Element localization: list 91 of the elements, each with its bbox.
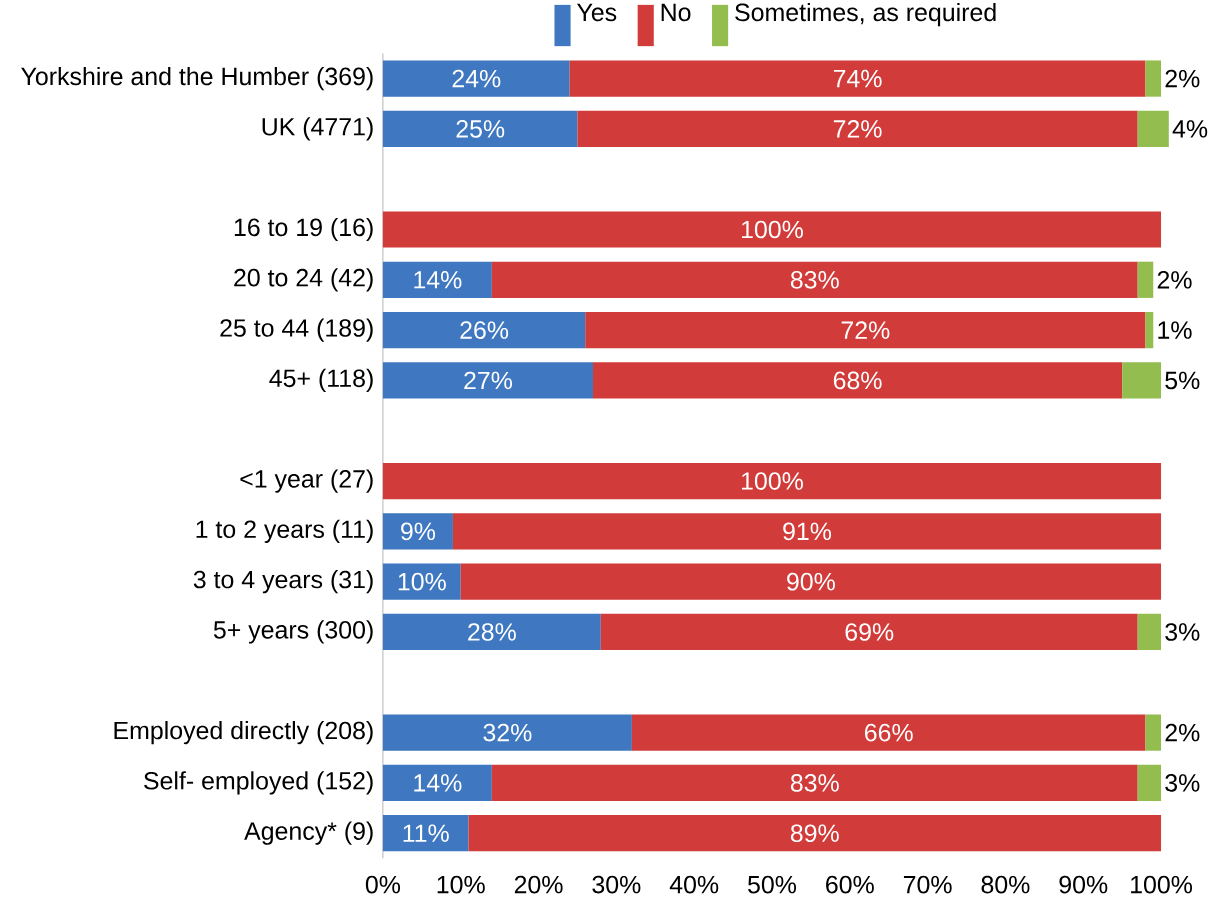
y-tick-label: Employed directly (208) [114,721,373,745]
data-label: 83% [790,774,839,792]
x-tick-label: 30% [592,875,641,894]
data-label: 32% [483,723,532,742]
data-label: 11% [403,824,449,843]
data-label: 25% [456,120,505,138]
data-label: 90% [787,572,835,591]
data-label: 5% [1165,371,1200,390]
y-tick-label: 45+ (118) [269,368,373,393]
bar [382,463,1162,500]
y-tick-label: Agency* (9) [244,821,373,845]
data-label: 27% [464,371,512,390]
bar [382,211,1162,248]
data-label: 3% [1165,774,1200,792]
y-tick-label: <1 year (27) [240,469,373,493]
bar [452,513,1162,550]
x-tick-label: 100% [1131,875,1193,894]
y-tick-label: Self- employed (152) [144,771,373,795]
y-tick-label: 20 to 24 (42) [234,268,373,292]
y-tick-label: 1 to 2 years (11) [196,519,373,544]
x-tick-label: 10% [437,875,485,894]
bar [382,261,492,299]
data-label: 83% [790,271,839,289]
bar [382,563,461,600]
data-label: 9% [401,522,436,541]
data-label: 14% [414,774,462,792]
x-tick-label: 80% [981,875,1030,894]
y-tick-label: 16 to 19 (16) [234,218,373,242]
data-label: 10% [398,572,446,591]
data-label: 68% [833,371,882,390]
bar [382,362,593,399]
x-tick-label: 20% [514,875,563,894]
bar [382,60,570,97]
bar [1137,261,1154,299]
y-tick-label: 25 to 44 (189) [220,318,373,342]
data-label: 26% [460,321,509,340]
y-tick-label: 3 to 4 years (31) [193,570,373,594]
bar [1137,764,1162,802]
data-label: 14% [414,271,462,289]
bar [382,312,586,349]
data-label: 2% [1157,271,1192,289]
bar [382,764,492,802]
data-label: 2% [1165,69,1200,88]
data-label: 2% [1165,723,1200,742]
data-label: 24% [452,69,501,88]
bar [491,764,1138,802]
bar [593,362,1123,399]
bar [577,110,1138,148]
data-label: 72% [833,120,882,138]
bar [1122,362,1162,399]
x-tick-label: 90% [1059,875,1108,894]
data-label: 72% [841,321,890,340]
y-tick-label: Yorkshire and the Humber (369) [21,67,373,91]
data-label: 100% [742,220,803,239]
bar [460,563,1162,600]
x-tick-label: 50% [748,875,797,894]
y-tick-label: UK (4771) [262,117,373,141]
x-tick-label: 60% [826,875,874,894]
y-tick-label: 5+ years (300) [213,620,373,644]
legend-label: Yes [577,3,617,22]
bar [631,714,1146,751]
legend-label: Sometimes, as required [735,3,996,27]
data-label: 66% [865,723,913,742]
bar [600,614,1138,651]
data-label: 4% [1172,120,1208,138]
bar [491,261,1138,299]
bar [585,312,1146,349]
bar [1137,110,1169,148]
data-label: 1% [1158,321,1192,339]
bar [569,60,1146,97]
bar [382,614,601,651]
bar [468,815,1162,852]
bar [1145,312,1154,349]
bar [1145,714,1162,751]
bar [382,110,578,148]
bar [382,513,453,550]
data-label: 100% [742,472,803,491]
bar [1137,614,1162,651]
bar [382,714,632,751]
data-label: 74% [833,69,882,88]
data-label: 28% [468,623,516,641]
data-label: 91% [783,522,832,541]
data-label: 69% [845,623,894,641]
data-label: 3% [1165,623,1200,641]
bar [1145,60,1162,97]
bar [382,815,469,852]
legend-label: No [661,3,691,22]
x-tick-label: 0% [365,875,401,894]
data-label: 89% [790,824,839,843]
x-tick-label: 40% [669,875,719,894]
x-tick-label: 70% [903,875,952,894]
